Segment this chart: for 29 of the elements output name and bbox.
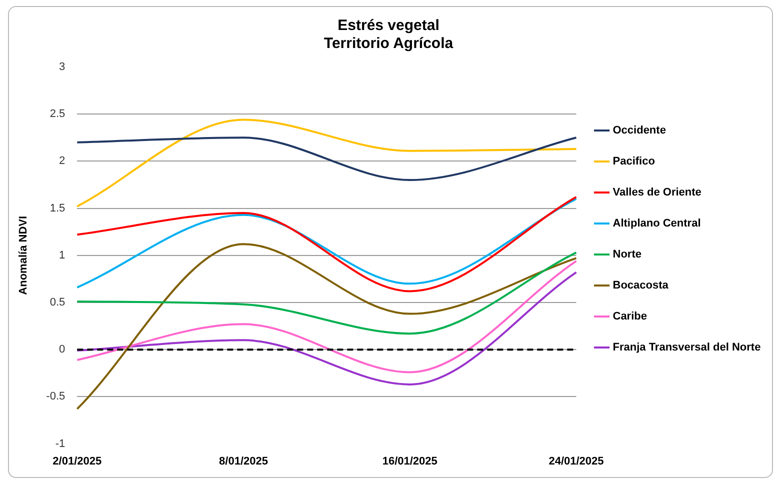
y-tick-label: 1.5 — [50, 202, 66, 214]
line-series — [76, 252, 578, 335]
y-tick-label: 2.5 — [50, 108, 66, 120]
legend-label: Occidente — [612, 124, 666, 137]
chart-title: Estrés vegetal — [338, 17, 440, 34]
x-tick-label: 2/01/2025 — [52, 455, 102, 468]
y-tick-label: -0.5 — [46, 390, 66, 403]
y-tick-label: 1 — [59, 249, 66, 262]
chart-subtitle: Territorio Agrícola — [324, 35, 454, 52]
line-series — [76, 271, 578, 386]
legend-label: Altiplano Central — [612, 218, 701, 230]
y-tick-label: 0.5 — [50, 296, 66, 309]
y-tick-label: -1 — [55, 438, 66, 450]
y-axis-title: Anomalía NDVI — [18, 216, 30, 295]
legend-label: Norte — [612, 248, 642, 261]
legend-label: Caribe — [612, 310, 647, 323]
legend-label: Pacifico — [612, 156, 656, 168]
x-tick-label: 8/01/2025 — [219, 455, 268, 468]
legend-label: Bocacosta — [612, 280, 670, 292]
line-series — [76, 118, 578, 208]
legend-label: Franja Transversal del Norte — [612, 342, 761, 354]
legend-label: Valles de Oriente — [612, 186, 702, 199]
y-tick-label: 2 — [59, 155, 66, 168]
line-series — [76, 243, 578, 410]
y-tick-label: 0 — [59, 344, 66, 356]
line-series — [76, 260, 578, 374]
x-tick-label: 16/01/2025 — [382, 455, 438, 468]
x-tick-label: 24/01/2025 — [548, 455, 604, 468]
y-tick-label: 3 — [59, 61, 66, 74]
